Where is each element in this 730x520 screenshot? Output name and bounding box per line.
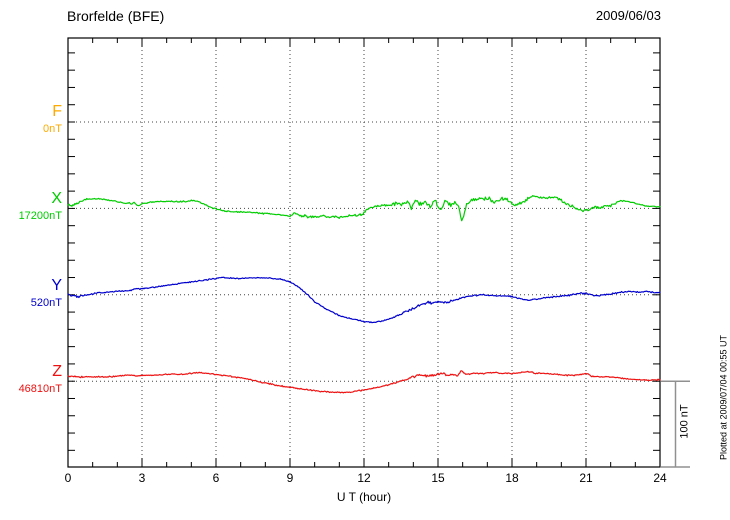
x-tick-label: 15 xyxy=(431,471,445,485)
trace-Z xyxy=(67,370,661,394)
x-tick-label: 12 xyxy=(357,471,371,485)
channel-name: F xyxy=(52,103,62,120)
channel-label-z: Z 46810nT xyxy=(0,364,62,395)
x-tick-label: 9 xyxy=(286,471,294,485)
trace-X xyxy=(67,195,661,222)
x-tick-label: 24 xyxy=(653,471,667,485)
x-tick-label: 0 xyxy=(64,471,72,485)
x-tick-label: 21 xyxy=(579,471,593,485)
channel-label-x: X 17200nT xyxy=(0,191,62,222)
channel-name: Z xyxy=(52,363,62,380)
channel-baseline-value: 520nT xyxy=(30,297,62,309)
x-tick-label: 3 xyxy=(138,471,146,485)
channel-baseline-value: 0nT xyxy=(43,123,62,135)
scale-bar-label: 100 nT xyxy=(678,404,691,439)
channel-name: X xyxy=(51,190,62,207)
page-title: Brorfelde (BFE) xyxy=(67,8,165,24)
x-axis-title: U T (hour) xyxy=(336,490,392,504)
date-label: 2009/06/03 xyxy=(595,8,661,23)
channel-label-f: F 0nT xyxy=(0,104,62,135)
plot-timestamp-note: Plotted at 2009/07/04 00:55 UT xyxy=(718,334,729,461)
x-tick-label: 18 xyxy=(505,471,519,485)
channel-baseline-value: 46810nT xyxy=(18,383,62,395)
trace-Y xyxy=(67,276,661,324)
channel-name: Y xyxy=(51,277,62,294)
channel-label-y: Y 520nT xyxy=(0,278,62,309)
channel-baseline-value: 17200nT xyxy=(18,210,62,222)
x-tick-label: 6 xyxy=(212,471,220,485)
